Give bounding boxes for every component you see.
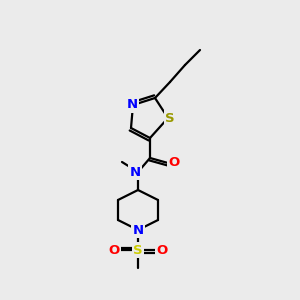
Text: O: O: [156, 244, 168, 256]
Text: N: N: [126, 98, 138, 112]
Text: S: S: [165, 112, 175, 124]
Text: N: N: [132, 224, 144, 236]
Text: S: S: [133, 244, 143, 256]
Text: O: O: [108, 244, 120, 256]
Text: O: O: [168, 157, 180, 169]
Text: N: N: [129, 166, 141, 178]
